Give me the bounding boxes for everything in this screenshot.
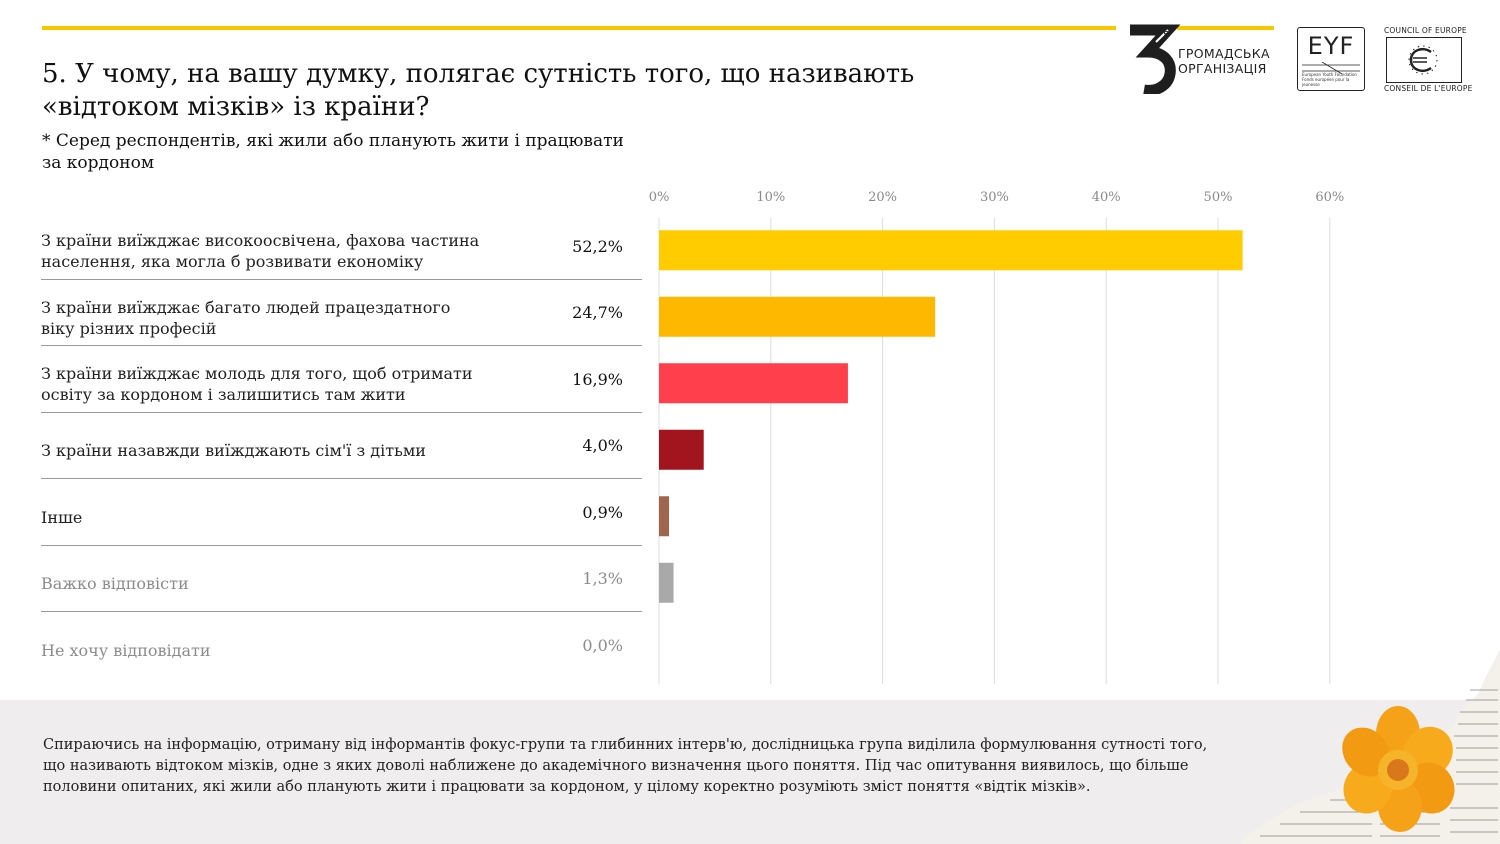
value-label: 4,0% (582, 436, 623, 455)
category-label-text: Не хочу відповідати (41, 640, 211, 660)
coe-logo-bottom-text: CONSEIL DE L'EUROPE (1384, 84, 1473, 93)
header-accent-line-right (1177, 26, 1274, 30)
x-tick-label: 20% (868, 190, 897, 205)
row-separator (41, 278, 642, 280)
eyf-lines-icon (1302, 62, 1360, 74)
eyf-logo: EYF European Youth Foundation Fonds euro… (1297, 27, 1365, 91)
organization-number: 5 (1163, 30, 1170, 41)
category-label: З країни виїжджає високоосвічена, фахова… (41, 221, 561, 281)
value-label: 16,9% (572, 369, 623, 389)
category-label-text: Важко відповісти (41, 574, 189, 593)
category-label-text: З країни виїжджає молодь для того, щоб о… (41, 364, 473, 404)
category-label-text: З країни виїжджає високоосвічена, фахова… (41, 231, 480, 271)
bar (659, 496, 670, 537)
value-label: 52,2% (572, 236, 623, 256)
value-label: 24,7% (572, 303, 623, 322)
footer-panel (0, 700, 1500, 844)
category-label: Не хочу відповідати (41, 620, 561, 680)
row-separator (41, 544, 642, 546)
eyf-logo-title: EYF (1307, 32, 1355, 60)
bar-chart: 0% 10% 20% 30% 40% 50% 60% (649, 190, 1344, 684)
category-label: З країни назавжди виїжджають сім'ї з діт… (41, 421, 561, 481)
category-label: Важко відповісти (41, 554, 561, 614)
value-label: 0,0% (582, 635, 623, 655)
bar (659, 562, 674, 603)
respondents-note: * Серед респондентів, які жили або плану… (42, 131, 624, 173)
coe-stars-icon (1408, 45, 1438, 75)
x-tick-label: 0% (649, 190, 670, 205)
organization-name-line1: ГРОМАДСЬКА (1178, 46, 1270, 61)
question-title: 5. У чому, на вашу думку, полягає сутніс… (42, 59, 915, 122)
organization-name: ГРОМАДСЬКА ОРГАНІЗАЦІЯ (1178, 46, 1270, 76)
x-tick-label: 60% (1315, 190, 1344, 205)
category-label-text: З країни виїжджає багато людей працездат… (41, 297, 451, 338)
bar (659, 230, 1243, 271)
category-label-text: Інше (41, 507, 83, 527)
bar (659, 429, 704, 470)
category-label-text: З країни назавжди виїжджають сім'ї з діт… (41, 441, 426, 460)
row-separator (41, 611, 642, 612)
header-accent-line (42, 26, 1116, 30)
bar (659, 296, 936, 337)
organization-name-line2: ОРГАНІЗАЦІЯ (1178, 61, 1267, 76)
value-label: 0,9% (582, 502, 623, 522)
row-separator (41, 345, 642, 346)
bar (659, 363, 848, 404)
row-separator (41, 411, 642, 413)
category-label: З країни виїжджає багато людей працездат… (41, 288, 561, 348)
value-label: 1,3% (582, 569, 623, 588)
footer-summary-text: Спираючись на інформацію, отриману від і… (43, 737, 1208, 795)
category-label: З країни виїжджає молодь для того, щоб о… (41, 354, 561, 414)
x-tick-label: 30% (980, 190, 1009, 205)
eyf-logo-subtitle: European Youth Foundation Fonds européen… (1302, 72, 1357, 87)
row-separator (41, 478, 642, 479)
organization-logo-icon (1130, 24, 1181, 94)
coe-logo-top-text: COUNCIL OF EUROPE (1384, 26, 1467, 35)
x-tick-label: 50% (1204, 190, 1233, 205)
category-label: Інше (41, 487, 561, 547)
x-tick-label: 10% (756, 190, 785, 205)
coe-logo (1386, 37, 1462, 83)
x-tick-label: 40% (1092, 190, 1121, 205)
